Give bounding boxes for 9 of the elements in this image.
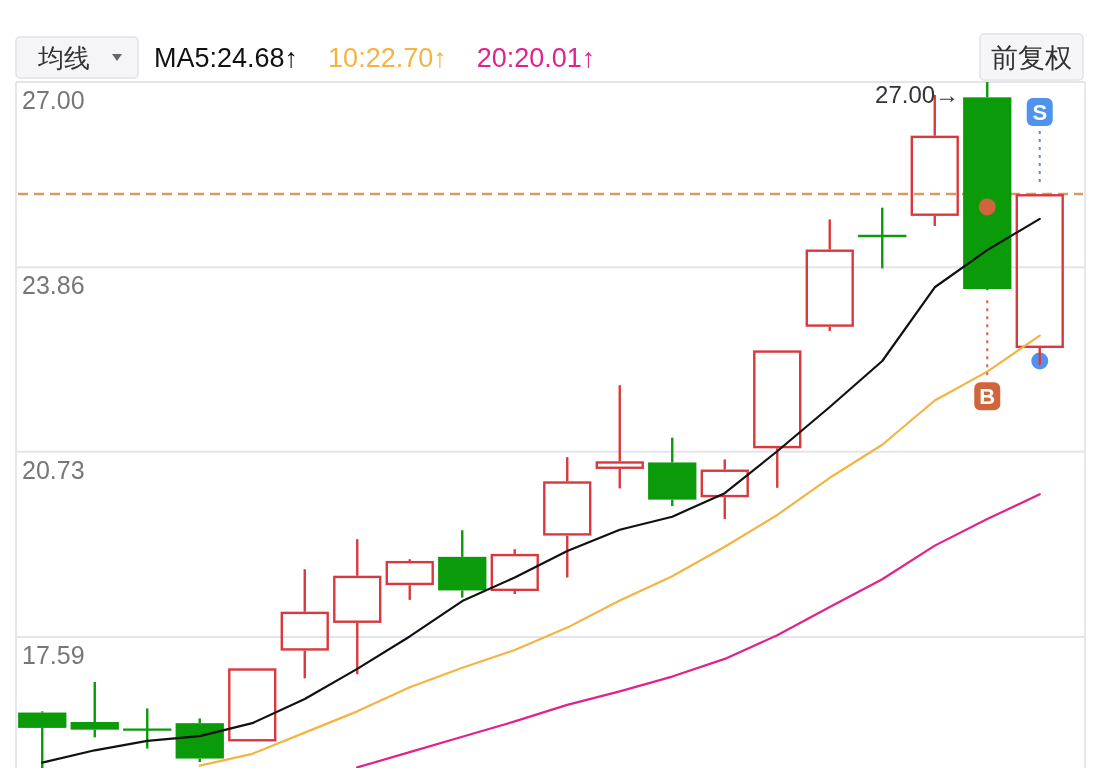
- y-tick-label: 27.00: [22, 86, 85, 114]
- legend: 均线 MA5:24.68↑ 10:22.70↑ 20:20.01↑: [15, 36, 596, 79]
- text: B: [979, 384, 996, 410]
- y-tick-label: 17.59: [22, 641, 85, 670]
- legend-title: 均线: [15, 36, 139, 79]
- legend-title: 均线: [37, 43, 90, 73]
- text: S: [1032, 100, 1048, 126]
- y-tick-label: 20.73: [22, 455, 85, 484]
- y-tick-label: 23.86: [22, 271, 85, 300]
